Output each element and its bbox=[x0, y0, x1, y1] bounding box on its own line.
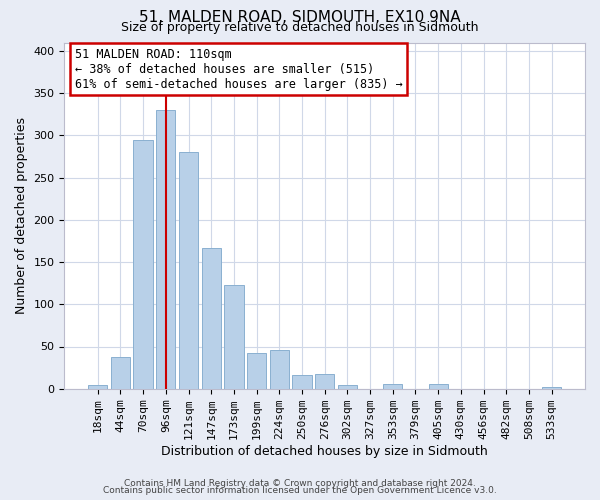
Text: Contains public sector information licensed under the Open Government Licence v3: Contains public sector information licen… bbox=[103, 486, 497, 495]
Bar bbox=[202, 248, 221, 388]
Bar bbox=[133, 140, 153, 388]
X-axis label: Distribution of detached houses by size in Sidmouth: Distribution of detached houses by size … bbox=[161, 444, 488, 458]
Bar bbox=[292, 375, 311, 388]
Bar bbox=[179, 152, 198, 388]
Text: 51, MALDEN ROAD, SIDMOUTH, EX10 9NA: 51, MALDEN ROAD, SIDMOUTH, EX10 9NA bbox=[139, 10, 461, 25]
Bar bbox=[88, 386, 107, 388]
Bar bbox=[156, 110, 175, 388]
Bar bbox=[269, 350, 289, 389]
Bar bbox=[224, 285, 244, 389]
Text: Size of property relative to detached houses in Sidmouth: Size of property relative to detached ho… bbox=[121, 21, 479, 34]
Bar bbox=[383, 384, 403, 388]
Text: Contains HM Land Registry data © Crown copyright and database right 2024.: Contains HM Land Registry data © Crown c… bbox=[124, 478, 476, 488]
Bar bbox=[542, 387, 562, 388]
Text: 51 MALDEN ROAD: 110sqm
← 38% of detached houses are smaller (515)
61% of semi-de: 51 MALDEN ROAD: 110sqm ← 38% of detached… bbox=[75, 48, 403, 90]
Bar bbox=[111, 358, 130, 388]
Y-axis label: Number of detached properties: Number of detached properties bbox=[15, 117, 28, 314]
Bar bbox=[338, 384, 357, 388]
Bar bbox=[315, 374, 334, 388]
Bar bbox=[247, 354, 266, 388]
Bar bbox=[428, 384, 448, 388]
